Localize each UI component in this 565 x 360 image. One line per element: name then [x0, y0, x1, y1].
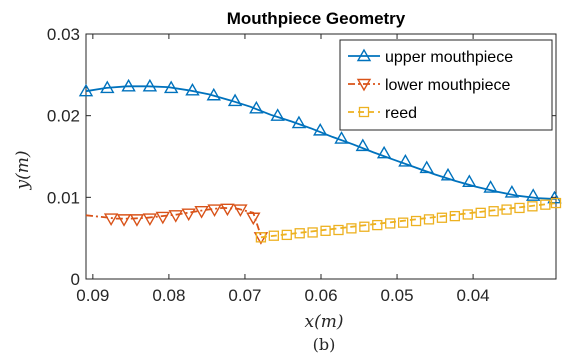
data-point-reed — [540, 199, 551, 210]
x-tick-label: 0.05 — [381, 286, 414, 305]
legend-marker-upper-mouthpiece — [356, 48, 372, 62]
data-point-reed — [333, 224, 344, 236]
x-tick-label: 0.04 — [457, 286, 490, 305]
legend-marker-reed — [358, 106, 370, 118]
data-point-upper-mouthpiece — [398, 153, 413, 167]
data-point-reed — [449, 210, 461, 222]
data-point-upper-mouthpiece — [206, 87, 221, 101]
data-point-lower-mouthpiece — [246, 212, 261, 226]
data-point-upper-mouthpiece — [440, 167, 456, 181]
data-point-reed — [410, 215, 422, 227]
data-point-upper-mouthpiece — [163, 80, 179, 94]
data-point-reed — [423, 214, 435, 225]
legend-box — [339, 39, 553, 131]
data-point-lower-mouthpiece — [168, 210, 183, 223]
x-tick-label: 0.06 — [304, 286, 337, 305]
data-point-reed — [397, 217, 409, 228]
data-point-upper-mouthpiece — [355, 138, 371, 152]
data-point-reed — [501, 204, 512, 215]
data-point-reed — [346, 223, 357, 234]
x-tick-label: 0.09 — [76, 286, 109, 305]
y-axis-label: y(m) — [13, 151, 33, 191]
y-tick-label: 0.01 — [47, 188, 80, 207]
data-point-lower-mouthpiece — [181, 208, 196, 222]
data-point-reed — [307, 227, 318, 238]
data-point-lower-mouthpiece — [142, 213, 158, 226]
data-point-lower-mouthpiece — [129, 214, 145, 227]
data-point-reed — [294, 228, 305, 239]
data-point-upper-mouthpiece — [462, 174, 477, 188]
legend-marker-lower-mouthpiece — [356, 78, 372, 92]
data-point-reed — [281, 229, 292, 241]
data-point-upper-mouthpiece — [100, 80, 115, 94]
legend-label-upper-mouthpiece: upper mouthpiece — [385, 49, 513, 66]
data-point-upper-mouthpiece — [525, 188, 541, 201]
series-lower-mouthpiece — [85, 203, 269, 245]
series-line-reed — [260, 202, 557, 239]
data-point-upper-mouthpiece — [142, 78, 158, 92]
data-point-reed — [462, 209, 473, 220]
data-point-reed — [372, 219, 383, 231]
plot-area: 0.09 0.08 0.07 0.06 0.05 0.04 0 0.01 0.02 0.03 — [47, 25, 562, 305]
data-point-lower-mouthpiece — [194, 206, 209, 219]
chart-title: Mouthpiece Geometry — [227, 9, 406, 28]
data-point-lower-mouthpiece — [103, 213, 119, 226]
data-point-upper-mouthpiece — [313, 122, 328, 136]
figure-caption: (b) — [313, 335, 336, 354]
data-point-lower-mouthpiece — [155, 211, 171, 225]
y-tick-label: 0.02 — [47, 107, 80, 126]
data-point-reed — [359, 221, 370, 232]
data-point-lower-mouthpiece — [207, 204, 222, 217]
x-tick-label: 0.07 — [228, 286, 261, 305]
legend-label-lower-mouthpiece: lower mouthpiece — [385, 77, 511, 94]
data-point-upper-mouthpiece — [78, 83, 94, 97]
data-point-upper-mouthpiece — [504, 185, 520, 198]
data-point-upper-mouthpiece — [227, 93, 243, 107]
data-point-upper-mouthpiece — [121, 78, 136, 92]
series-line-upper-mouthpiece — [85, 85, 557, 200]
data-point-lower-mouthpiece — [116, 214, 132, 227]
data-point-upper-mouthpiece — [185, 82, 200, 96]
data-point-lower-mouthpiece — [220, 203, 235, 217]
data-point-reed — [488, 206, 499, 217]
legend-label-reed: reed — [385, 105, 417, 122]
data-point-upper-mouthpiece — [419, 160, 434, 174]
data-point-lower-mouthpiece — [233, 204, 248, 217]
series-line-lower-mouthpiece — [85, 206, 262, 236]
data-point-upper-mouthpiece — [376, 145, 392, 159]
data-point-reed — [320, 225, 331, 236]
series-layer — [78, 78, 562, 245]
data-point-reed — [514, 202, 525, 214]
y-tick-label: 0.03 — [47, 25, 80, 44]
series-reed — [255, 197, 562, 243]
data-point-reed — [268, 230, 279, 241]
y-tick-label: 0 — [71, 270, 80, 289]
data-point-reed — [385, 218, 396, 229]
data-point-reed — [255, 232, 267, 243]
data-point-upper-mouthpiece — [291, 115, 307, 129]
x-axis-label: x(m) — [305, 312, 344, 332]
data-point-reed — [550, 197, 562, 209]
data-point-upper-mouthpiece — [249, 100, 264, 114]
data-point-reed — [436, 212, 448, 223]
legend: upper mouthpiece lower mouthpiece reed — [339, 39, 553, 131]
data-point-upper-mouthpiece — [483, 180, 498, 193]
x-tick-label: 0.08 — [152, 286, 185, 305]
data-point-reed — [475, 207, 486, 219]
data-point-upper-mouthpiece — [270, 108, 285, 121]
axis-layer: 0.09 0.08 0.07 0.06 0.05 0.04 0 0.01 0.02 0.03 — [47, 25, 556, 305]
data-point-reed — [527, 201, 538, 212]
data-point-upper-mouthpiece — [334, 131, 349, 144]
